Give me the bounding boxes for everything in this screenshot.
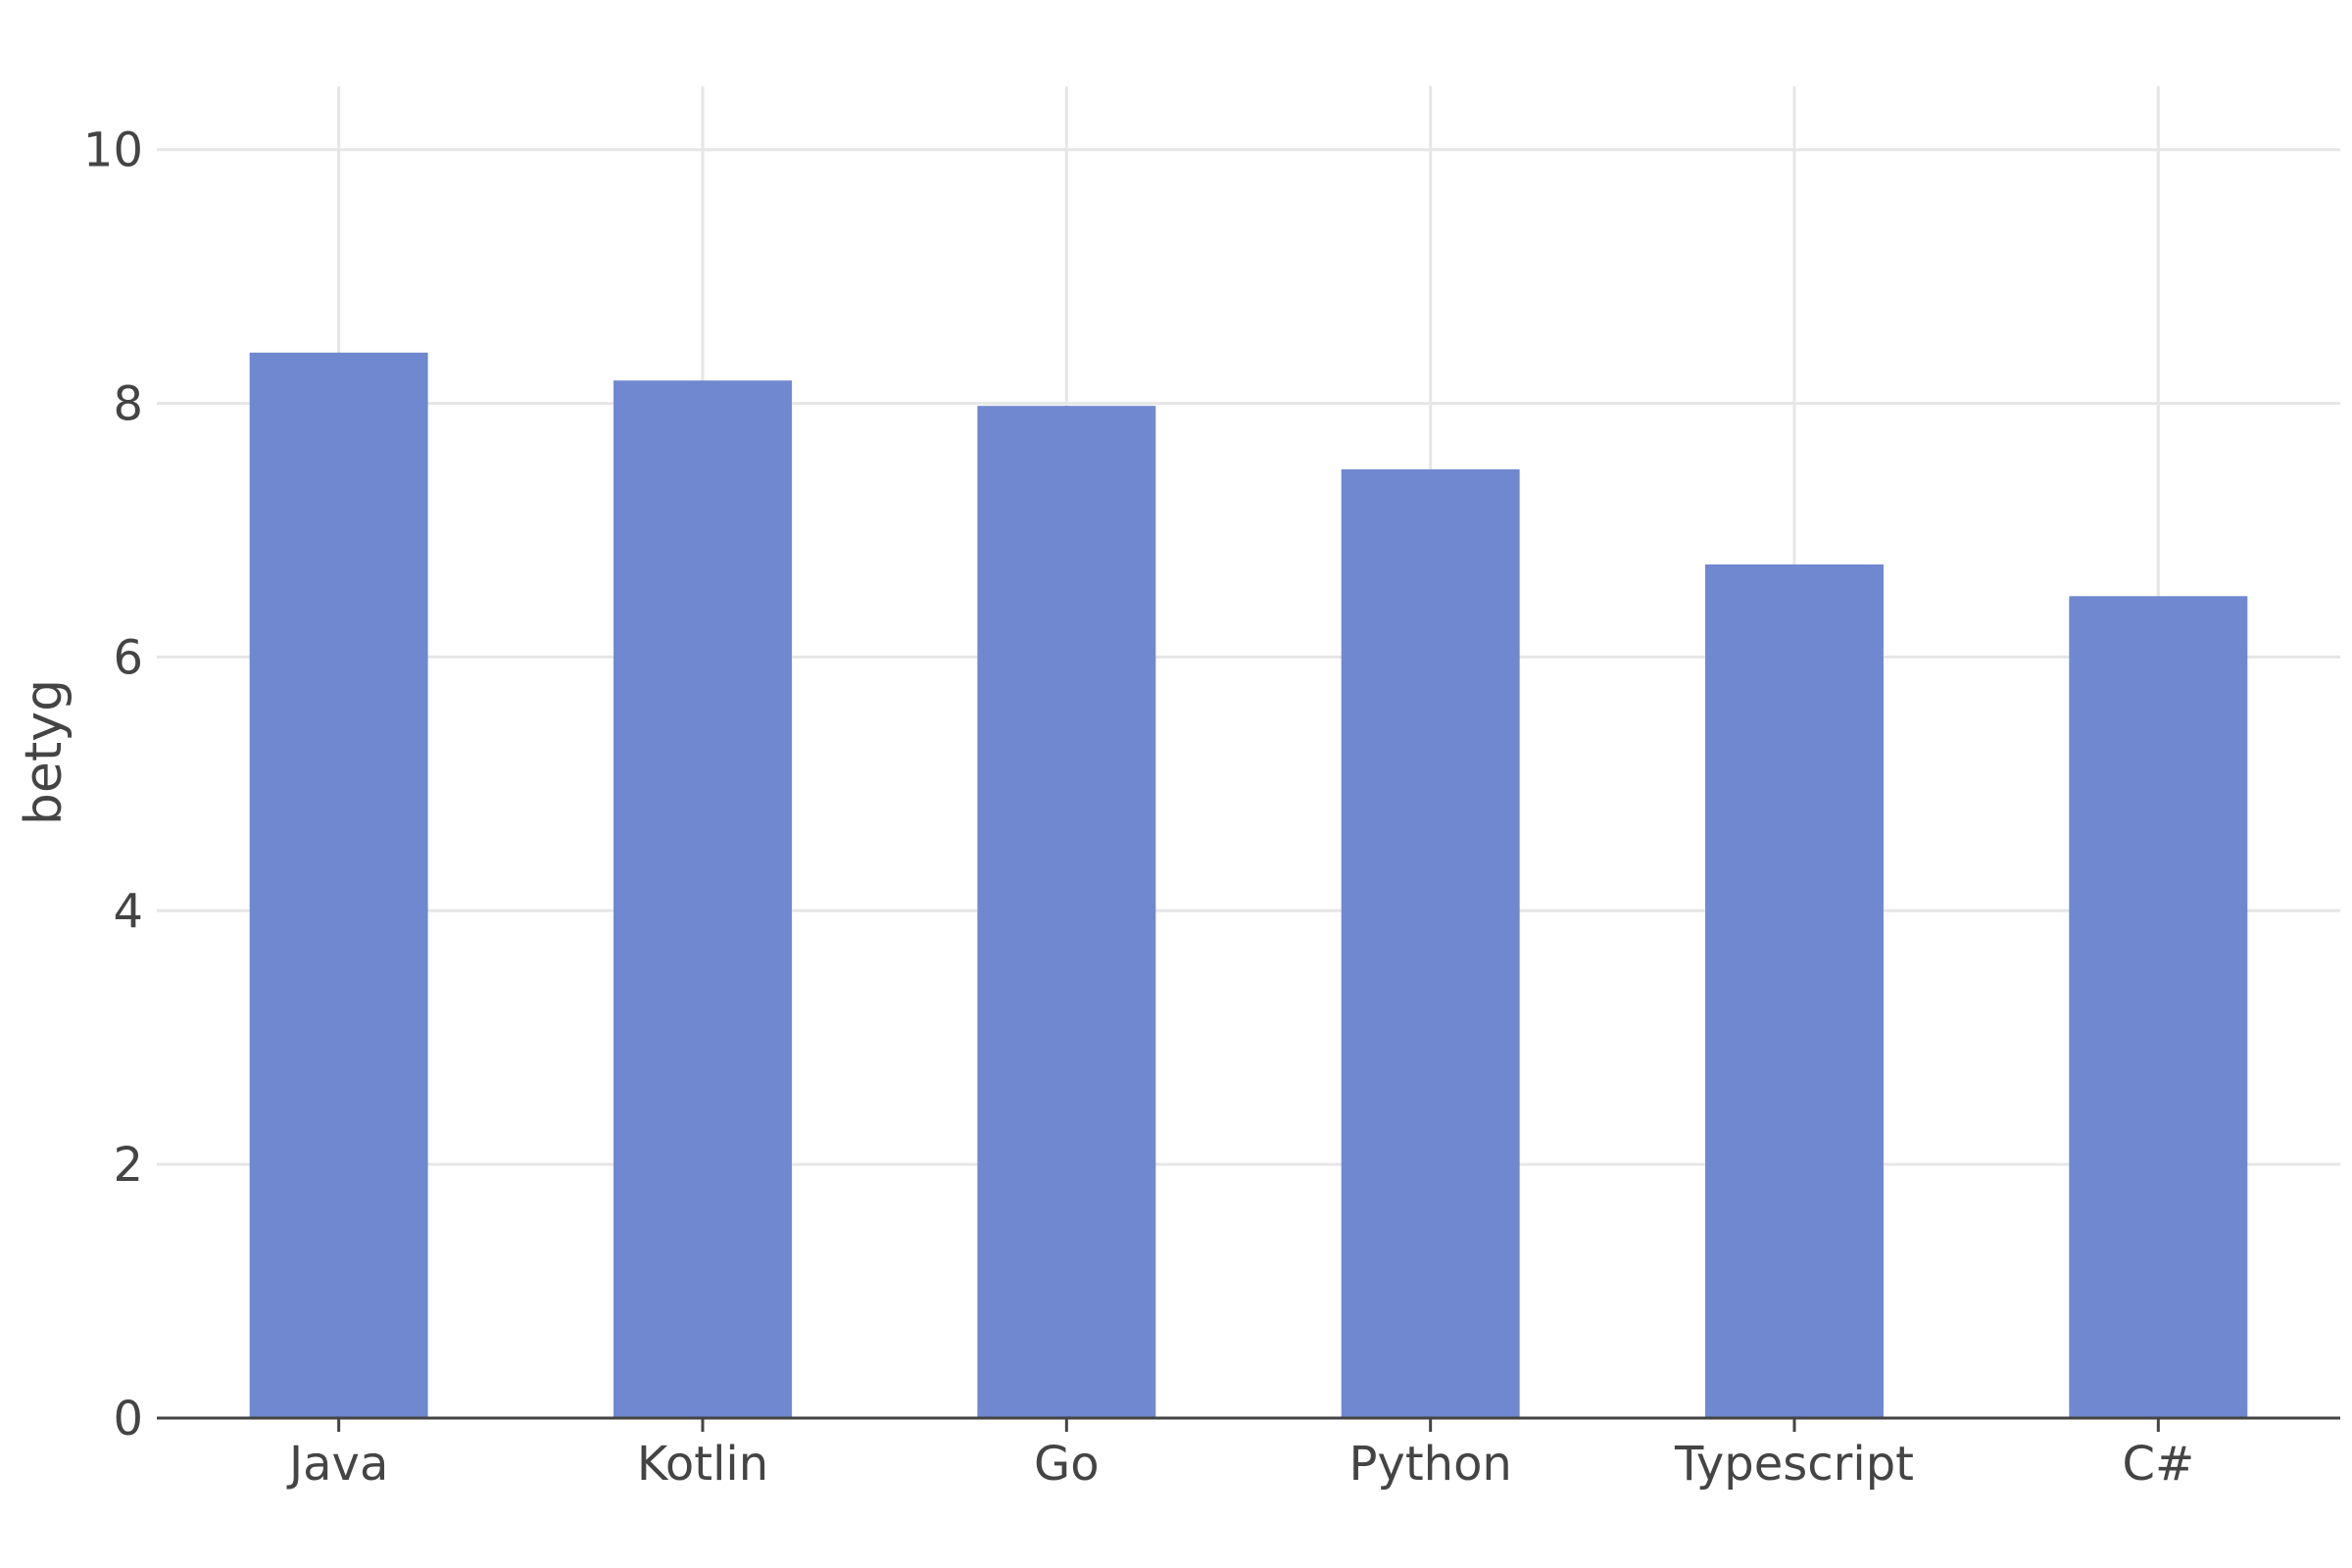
x-tick-label: Java <box>286 1437 388 1492</box>
y-axis-title: betyg <box>15 679 74 825</box>
x-tick-label: Go <box>1034 1437 1100 1492</box>
bar-kotlin <box>613 380 792 1418</box>
bar-java <box>249 352 428 1418</box>
x-tick-label: C# <box>2122 1437 2194 1492</box>
x-tick-label: Python <box>1348 1437 1511 1492</box>
bar-layer <box>249 352 2248 1419</box>
y-tick-label: 8 <box>113 377 143 432</box>
bar-go <box>977 406 1156 1418</box>
x-tick-label: Typescript <box>1674 1437 1914 1492</box>
bar-python <box>1341 468 1520 1419</box>
y-tick-label: 10 <box>83 123 143 178</box>
bar-c- <box>2069 596 2248 1418</box>
bar-typescript <box>1705 564 1884 1418</box>
y-tick-label: 0 <box>113 1392 143 1446</box>
axis-layer: 0 2 4 6 8 10 Java Kotlin Go Python Typescript C# <box>83 123 2340 1492</box>
y-tick-label: 2 <box>113 1138 143 1193</box>
x-tick-label: Kotlin <box>637 1437 768 1492</box>
y-tick-label: 4 <box>113 884 143 939</box>
y-tick-label: 6 <box>113 630 143 685</box>
grid-layer <box>157 86 2340 1418</box>
